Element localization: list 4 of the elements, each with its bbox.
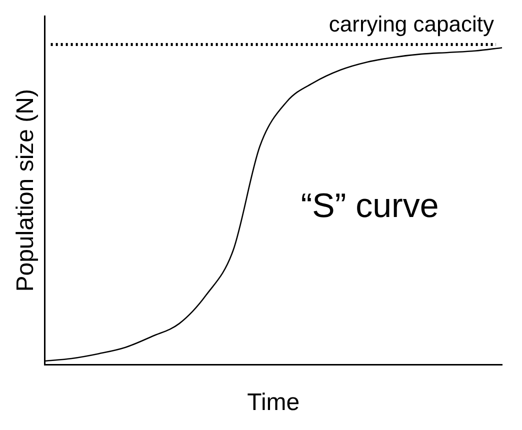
ref-line-label: carrying capacity	[328, 12, 494, 37]
y-axis-title: Population size (N)	[12, 89, 40, 292]
annotation: “S” curve	[300, 187, 439, 226]
x-axis-title: Time	[247, 389, 300, 416]
